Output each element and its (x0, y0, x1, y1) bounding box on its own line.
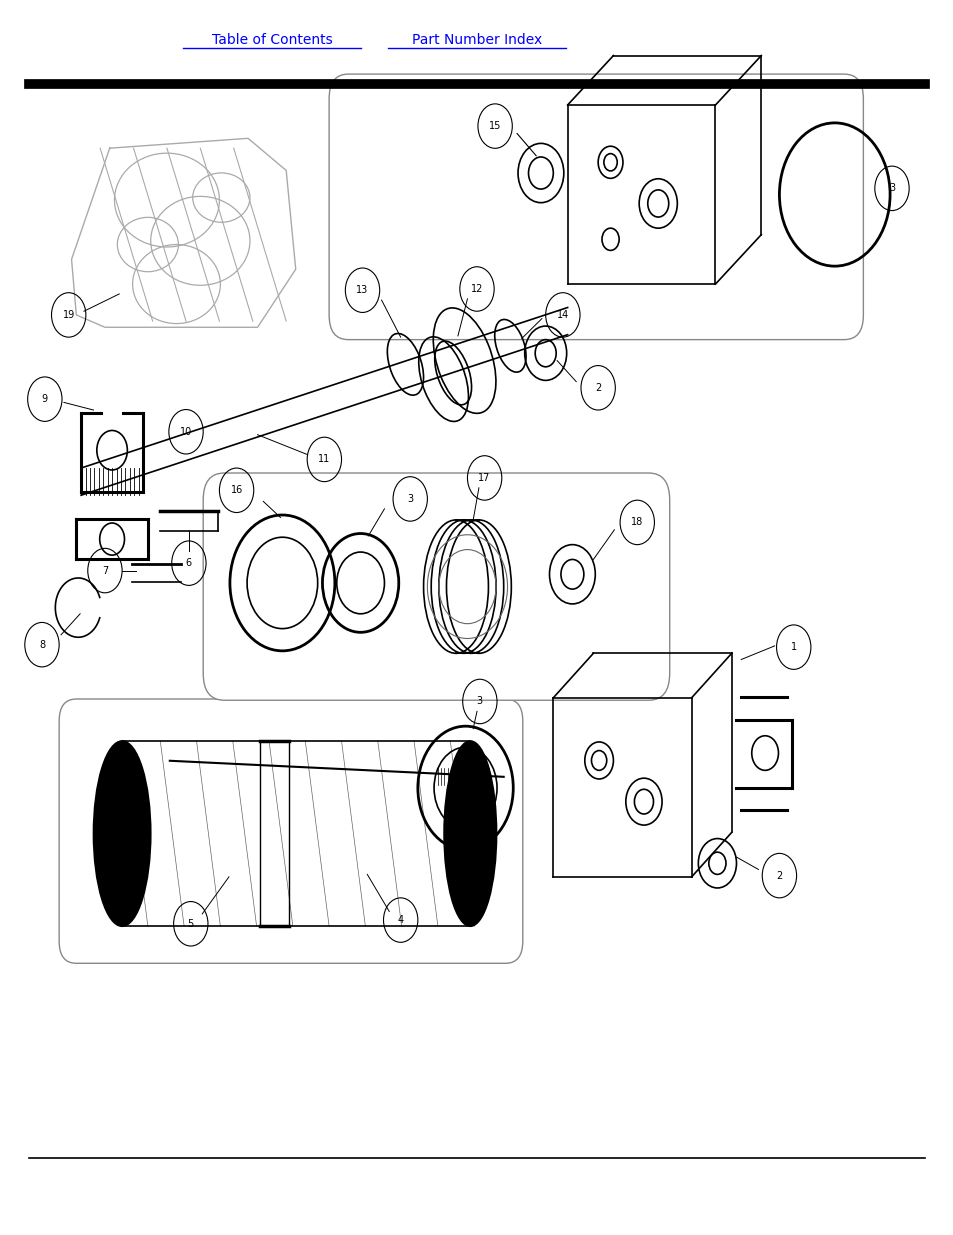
Text: 4: 4 (397, 915, 403, 925)
Ellipse shape (93, 741, 151, 926)
Text: 14: 14 (557, 310, 568, 320)
FancyBboxPatch shape (203, 473, 669, 700)
Text: 6: 6 (186, 558, 192, 568)
Text: Table of Contents: Table of Contents (212, 33, 332, 47)
FancyBboxPatch shape (59, 699, 522, 963)
Text: 9: 9 (42, 394, 48, 404)
Text: 3: 3 (476, 697, 482, 706)
Text: 3: 3 (407, 494, 413, 504)
Text: 10: 10 (180, 427, 192, 437)
FancyBboxPatch shape (329, 74, 862, 340)
Text: 2: 2 (595, 383, 600, 393)
Ellipse shape (443, 741, 496, 926)
Text: 1: 1 (790, 642, 796, 652)
Text: 8: 8 (39, 640, 45, 650)
Text: 2: 2 (776, 871, 781, 881)
Text: 19: 19 (63, 310, 74, 320)
Text: 5: 5 (188, 919, 193, 929)
Text: 17: 17 (478, 473, 490, 483)
Text: 12: 12 (471, 284, 482, 294)
Text: 15: 15 (489, 121, 500, 131)
Text: 18: 18 (631, 517, 642, 527)
Text: 13: 13 (356, 285, 368, 295)
Text: 7: 7 (102, 566, 108, 576)
Text: 11: 11 (318, 454, 330, 464)
Text: Part Number Index: Part Number Index (412, 33, 541, 47)
Text: 3: 3 (888, 183, 894, 194)
Text: 16: 16 (231, 485, 242, 495)
